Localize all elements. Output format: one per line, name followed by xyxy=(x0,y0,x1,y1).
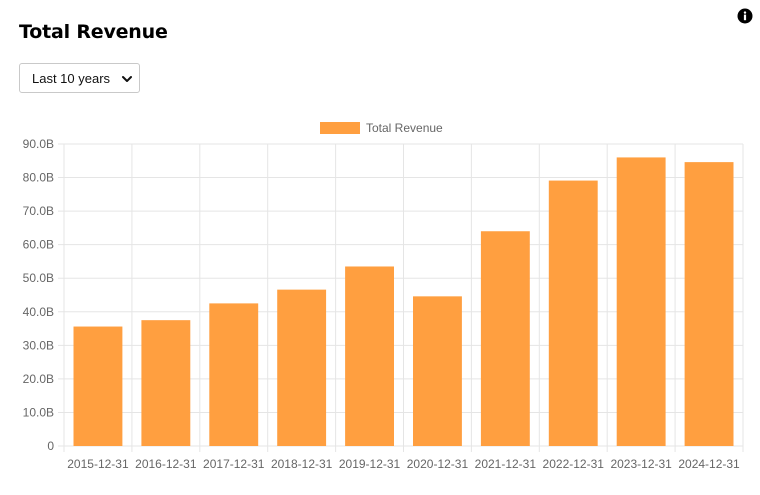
bar[interactable] xyxy=(73,326,123,446)
chevron-down-icon xyxy=(122,76,132,82)
bar[interactable] xyxy=(209,303,259,446)
x-tick-label: 2017-12-31 xyxy=(203,457,265,471)
page-title: Total Revenue xyxy=(19,21,168,43)
range-select[interactable]: Last 10 years xyxy=(19,63,140,93)
bar[interactable] xyxy=(345,266,394,446)
y-tick-label: 20.0B xyxy=(23,372,54,386)
y-tick-label: 10.0B xyxy=(23,405,54,419)
x-tick-label: 2024-12-31 xyxy=(678,457,740,471)
x-tick-label: 2023-12-31 xyxy=(610,457,672,471)
x-tick-label: 2022-12-31 xyxy=(543,457,605,471)
x-tick-label: 2016-12-31 xyxy=(135,457,197,471)
bar[interactable] xyxy=(548,180,598,446)
y-tick-label: 80.0B xyxy=(23,171,54,185)
y-tick-label: 60.0B xyxy=(23,238,54,252)
y-tick-label: 90.0B xyxy=(23,137,54,151)
x-tick-label: 2021-12-31 xyxy=(475,457,537,471)
x-tick-label: 2019-12-31 xyxy=(339,457,401,471)
bar[interactable] xyxy=(277,289,327,446)
y-tick-label: 30.0B xyxy=(23,338,54,352)
bar[interactable] xyxy=(413,296,462,446)
y-tick-label: 0 xyxy=(47,439,54,453)
x-tick-label: 2018-12-31 xyxy=(271,457,333,471)
x-tick-label: 2015-12-31 xyxy=(67,457,129,471)
y-tick-label: 50.0B xyxy=(23,271,54,285)
y-tick-label: 40.0B xyxy=(23,305,54,319)
bar[interactable] xyxy=(141,320,191,446)
bar[interactable] xyxy=(684,162,734,446)
bar[interactable] xyxy=(616,157,666,446)
x-tick-label: 2020-12-31 xyxy=(407,457,469,471)
range-select-value: Last 10 years xyxy=(32,71,111,86)
info-icon[interactable] xyxy=(737,8,753,24)
legend-swatch[interactable] xyxy=(320,122,360,134)
bar[interactable] xyxy=(480,231,530,446)
legend-label[interactable]: Total Revenue xyxy=(366,121,443,135)
y-tick-label: 70.0B xyxy=(23,204,54,218)
